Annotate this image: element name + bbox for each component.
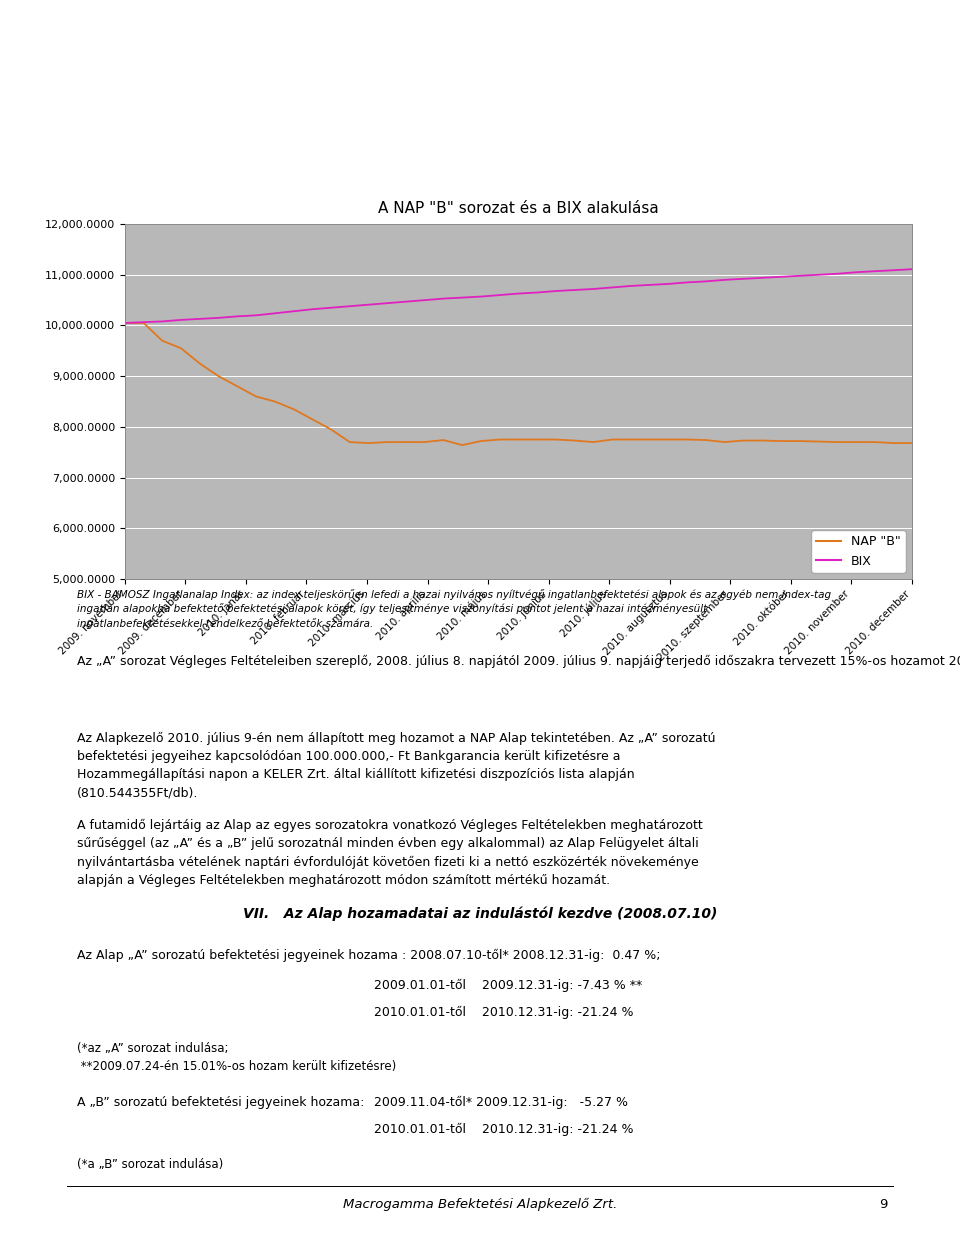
Text: (*az „A” sorozat indulása;
 **2009.07.24-én 15.01%-os hozam került kifizetésre): (*az „A” sorozat indulása; **2009.07.24-… bbox=[77, 1042, 396, 1073]
Text: Az „A” sorozat Végleges Feltételeiben szereplő, 2008. július 8. napjától 2009. j: Az „A” sorozat Végleges Feltételeiben sz… bbox=[77, 655, 960, 669]
Text: 2010.01.01-től    2010.12.31-ig: -21.24 %: 2010.01.01-től 2010.12.31-ig: -21.24 % bbox=[374, 1006, 634, 1020]
Text: 2009.01.01-től    2009.12.31-ig: -7.43 % **: 2009.01.01-től 2009.12.31-ig: -7.43 % ** bbox=[374, 979, 642, 992]
Text: BIX - BAMOSZ Ingatlanalap Index: az index teljeskörűen lefedi a hazai nyilvános : BIX - BAMOSZ Ingatlanalap Index: az inde… bbox=[77, 589, 831, 629]
Text: 2009.11.04-től* 2009.12.31-ig:   -5.27 %: 2009.11.04-től* 2009.12.31-ig: -5.27 % bbox=[374, 1096, 629, 1109]
Text: Macrogamma Befektetési Alapkezelő Zrt.: Macrogamma Befektetési Alapkezelő Zrt. bbox=[343, 1198, 617, 1211]
Text: A futamidő lejártáig az Alap az egyes sorozatokra vonatkozó Végleges Feltételekb: A futamidő lejártáig az Alap az egyes so… bbox=[77, 819, 703, 886]
Title: A NAP "B" sorozat és a BIX alakulása: A NAP "B" sorozat és a BIX alakulása bbox=[378, 200, 659, 215]
Text: VII.   Az Alap hozamadatai az indulástól kezdve (2008.07.10): VII. Az Alap hozamadatai az indulástól k… bbox=[243, 906, 717, 921]
Text: 9: 9 bbox=[879, 1198, 887, 1210]
Text: 2010.01.01-től    2010.12.31-ig: -21.24 %: 2010.01.01-től 2010.12.31-ig: -21.24 % bbox=[374, 1123, 634, 1137]
Text: Az Alapkezelő 2010. július 9-én nem állapított meg hozamot a NAP Alap tekintetéb: Az Alapkezelő 2010. július 9-én nem álla… bbox=[77, 732, 715, 799]
Text: (*a „B” sorozat indulása): (*a „B” sorozat indulása) bbox=[77, 1158, 223, 1170]
Legend: NAP "B", BIX: NAP "B", BIX bbox=[811, 530, 905, 573]
Text: Az Alap „A” sorozatú befektetési jegyeinek hozama : 2008.07.10-től* 2008.12.31-i: Az Alap „A” sorozatú befektetési jegyein… bbox=[77, 949, 660, 962]
Text: A „B” sorozatú befektetési jegyeinek hozama:: A „B” sorozatú befektetési jegyeinek hoz… bbox=[77, 1096, 364, 1108]
